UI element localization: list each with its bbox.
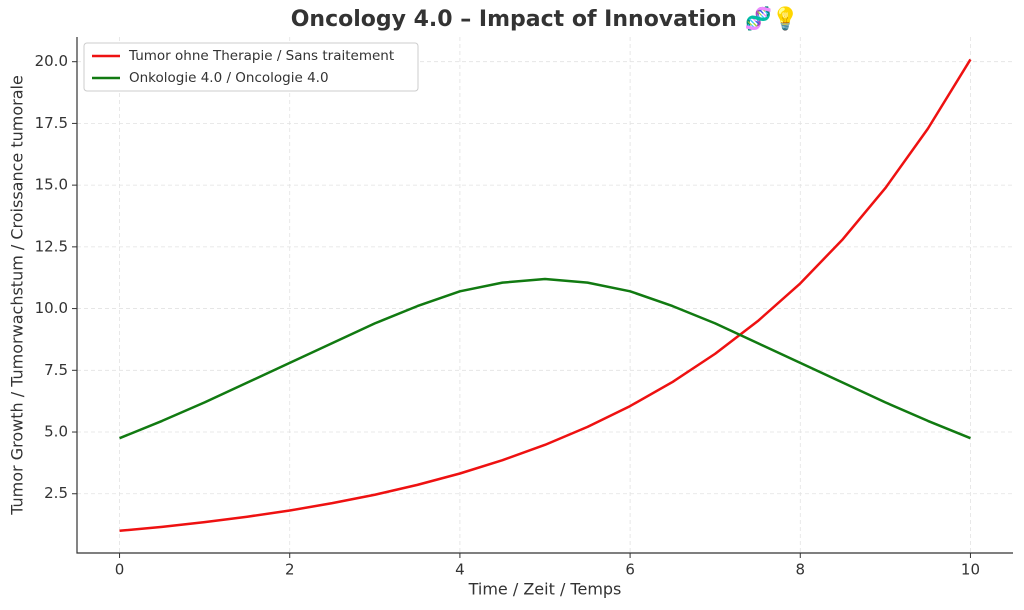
series-line	[119, 58, 972, 533]
x-tick-label: 6	[625, 561, 635, 579]
x-tick-label: 0	[115, 561, 125, 579]
y-tick-label: 10.0	[35, 299, 68, 317]
y-tick-label: 5.0	[44, 423, 68, 441]
x-tick-label: 8	[795, 561, 805, 579]
y-tick-label: 20.0	[35, 52, 68, 70]
x-tick-label: 4	[455, 561, 465, 579]
y-tick-label: 15.0	[35, 176, 68, 194]
y-axis-label: Tumor Growth / Tumorwachstum / Croissanc…	[8, 75, 27, 516]
x-tick-label: 2	[285, 561, 295, 579]
y-tick-label: 2.5	[44, 484, 68, 502]
y-tick-label: 12.5	[35, 237, 68, 255]
series-line	[119, 277, 971, 440]
x-tick-label: 10	[961, 561, 980, 579]
legend-label: Tumor ohne Therapie / Sans traitement	[128, 48, 394, 64]
legend-box	[83, 42, 419, 92]
chart-title: Oncology 4.0 – Impact of Innovation 🧬💡	[291, 5, 800, 32]
y-tick-label: 7.5	[44, 361, 68, 379]
y-tick-label: 17.5	[35, 114, 68, 132]
legend-label: Onkologie 4.0 / Oncologie 4.0	[129, 70, 329, 86]
axis-frame	[76, 37, 1013, 554]
x-axis-label: Time / Zeit / Temps	[468, 580, 622, 599]
